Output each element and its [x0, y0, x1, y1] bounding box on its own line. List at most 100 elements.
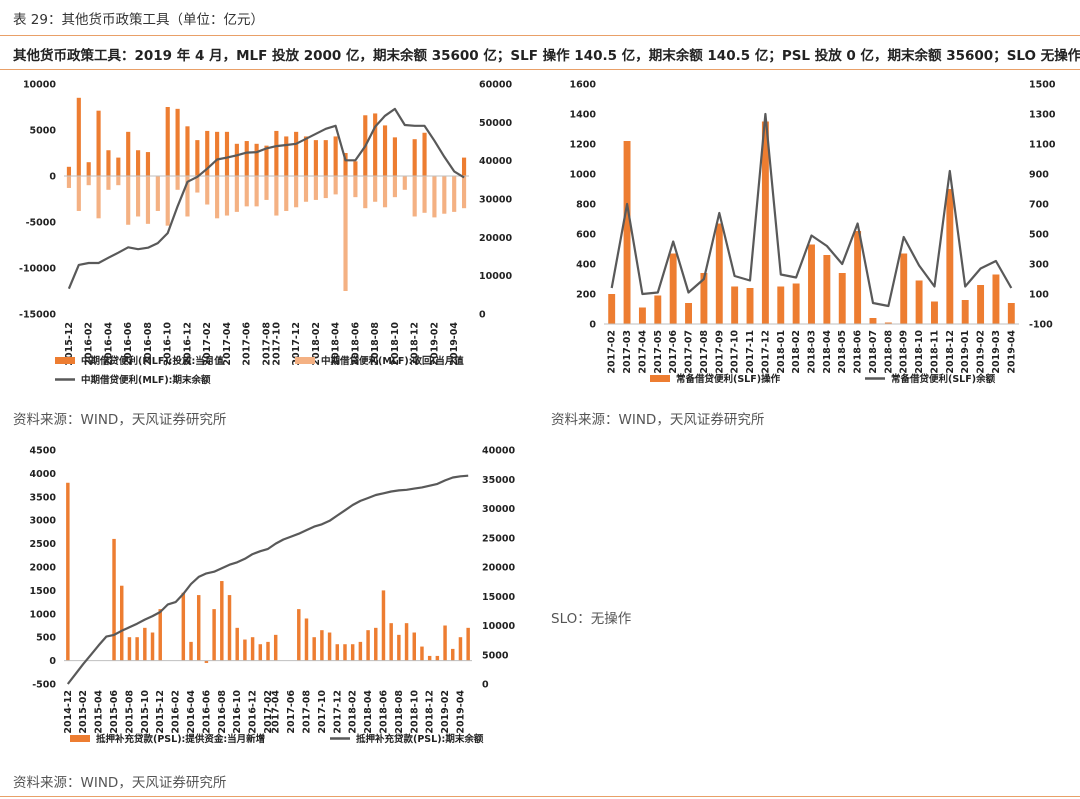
mlf-bar [205, 130, 210, 176]
mlf-bar [165, 176, 170, 226]
mlf-source: 资料来源：WIND，天风证券研究所 [13, 412, 227, 428]
mlf-right-tick: 0 [479, 310, 486, 321]
mlf-bar [343, 153, 348, 176]
mlf-x-tick: 2017-06 [242, 322, 253, 366]
mlf-bar [254, 143, 259, 176]
mlf-bar [96, 110, 101, 176]
psl-line-series [66, 474, 469, 685]
mlf-bar [313, 140, 318, 176]
slf-bar [777, 286, 785, 324]
mlf-bar [145, 152, 151, 176]
mlf-legend-swatch [55, 357, 75, 364]
mlf-bar [422, 132, 427, 176]
summary-divider [0, 69, 1080, 70]
mlf-bar [343, 176, 348, 291]
psl-right-tick: 0 [482, 680, 489, 691]
mlf-bar [244, 141, 249, 176]
mlf-bar [313, 176, 318, 200]
slf-bar [992, 274, 1000, 324]
slf-x-tick: 2018-03 [807, 330, 818, 374]
psl-x-tick: 2018-08 [394, 690, 405, 734]
psl-right-tick: 10000 [482, 621, 515, 632]
mlf-right-tick: 50000 [479, 118, 512, 129]
slf-legend-swatch [650, 375, 670, 382]
psl-left-tick: 3000 [30, 516, 57, 527]
psl-bar [443, 625, 447, 661]
slf-x-tick: 2017-08 [699, 330, 710, 374]
mlf-line-series [67, 107, 465, 290]
mlf-bar [254, 176, 259, 207]
slf-bar [731, 286, 739, 324]
psl-bar [150, 632, 155, 661]
mlf-x-tick: 2017-10 [271, 322, 282, 366]
psl-left-tick: 4000 [30, 469, 57, 480]
mlf-bar [373, 176, 378, 202]
slf-bar [623, 141, 631, 324]
psl-bar [404, 623, 409, 661]
psl-x-tick: 2017-08 [302, 690, 313, 734]
psl-x-tick: 2018-06 [379, 690, 390, 734]
slf-bar [685, 303, 692, 324]
slf-bar [608, 294, 616, 324]
psl-left-tick: 1000 [30, 609, 57, 620]
psl-right-tick: 30000 [482, 504, 515, 515]
mlf-right-tick: 60000 [479, 80, 512, 91]
psl-bar [112, 538, 116, 661]
slf-right-tick: 300 [1029, 260, 1049, 271]
psl-left-tick: 500 [36, 633, 56, 644]
slf-x-tick: 2017-05 [653, 330, 664, 374]
mlf-x-tick: 2016-04 [104, 322, 115, 366]
mlf-left-tick: -5000 [26, 218, 57, 229]
slf-x-tick: 2018-06 [853, 330, 864, 374]
mlf-bar [333, 176, 338, 195]
psl-x-tick: 2014-12 [63, 690, 74, 734]
psl-bar [389, 623, 393, 661]
psl-x-tick: 2015-08 [124, 690, 135, 734]
psl-x-tick: 2017-12 [332, 690, 343, 734]
mlf-bar [224, 176, 230, 216]
psl-bar [358, 641, 363, 661]
slf-bar [823, 255, 831, 324]
mlf-bar [422, 176, 427, 213]
psl-bar [66, 482, 70, 661]
psl-x-tick: 2018-12 [425, 690, 436, 734]
slf-bar [1007, 303, 1015, 324]
mlf-x-tick: 2016-08 [143, 322, 154, 366]
slf-x-tick: 2018-08 [883, 330, 894, 374]
slf-x-tick: 2017-10 [730, 330, 741, 374]
mlf-bar [76, 97, 81, 176]
slf-x-tick: 2017-07 [684, 330, 695, 374]
mlf-left-tick: 5000 [30, 126, 57, 137]
mlf-x-tick: 2017-02 [202, 322, 213, 366]
psl-bar [451, 648, 455, 661]
mlf-bar [402, 176, 407, 190]
mlf-bar [116, 157, 121, 176]
slf-left-tick: 400 [576, 260, 596, 271]
mlf-bar [126, 131, 131, 176]
slf-x-tick: 2018-05 [837, 330, 848, 374]
psl-bar [366, 630, 370, 661]
psl-x-tick: 2015-12 [155, 690, 166, 734]
psl-x-tick: 2015-04 [94, 690, 105, 734]
mlf-bar [333, 136, 338, 176]
mlf-bar [412, 139, 417, 176]
mlf-bar [442, 176, 447, 214]
slf-x-tick: 2017-03 [622, 330, 633, 374]
slf-bar [792, 283, 800, 324]
mlf-x-tick: 2018-04 [331, 322, 342, 366]
slf-left-tick: 800 [576, 200, 596, 211]
psl-bar [120, 585, 124, 661]
slf-x-tick: 2017-12 [760, 330, 771, 374]
slf-right-tick: 700 [1029, 200, 1049, 211]
psl-x-tick: 2015-02 [78, 690, 89, 734]
slf-bar [838, 273, 846, 324]
mlf-x-tick: 2018-12 [410, 322, 421, 366]
psl-left-tick: 4500 [30, 446, 57, 457]
slf-right-tick: 1500 [1029, 80, 1056, 91]
slf-right-tick: 500 [1029, 230, 1049, 241]
mlf-left-tick: -15000 [19, 310, 56, 321]
mlf-left-tick: -10000 [19, 264, 56, 275]
slf-x-tick: 2018-01 [776, 330, 787, 374]
mlf-x-tick: 2016-12 [183, 322, 194, 366]
mlf-bar [116, 176, 121, 186]
